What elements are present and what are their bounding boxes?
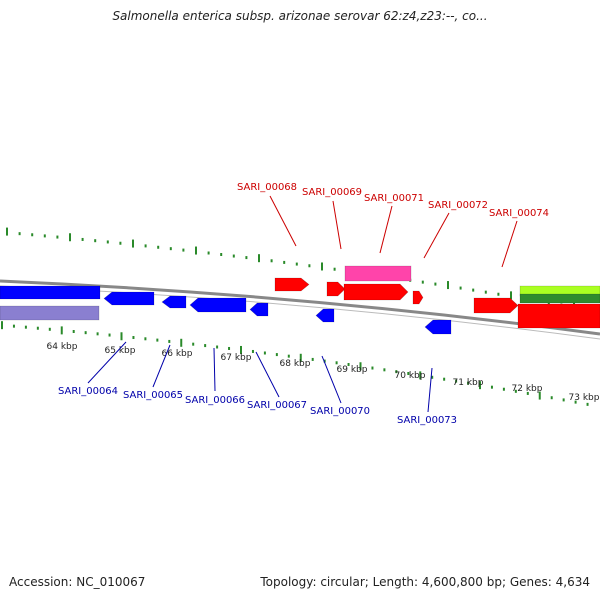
backbone-line [0,279,600,336]
kbp-tick-label: 68 kbp [280,359,311,369]
gene-arrow-reverse [161,295,187,309]
gene-arrow-reverse [249,302,269,317]
gene-arrow-forward [412,290,424,305]
genes-text: Genes: 4,634 [509,575,590,589]
gene-dark-green [519,293,600,304]
gene-leader-line [269,195,297,247]
kbp-tick-label: 66 kbp [162,349,193,359]
gene-arrow-reverse [103,291,155,306]
gene-label-forward: SARI_00072 [428,200,488,211]
kbp-tick-label: 72 kbp [512,384,543,394]
kbp-tick-label: 69 kbp [337,365,368,375]
gene-leader-line [152,344,171,388]
gene-label-forward: SARI_00068 [237,182,297,193]
gene-arrow-reverse [189,297,247,313]
gene-leader-line [501,220,518,268]
gene-label-reverse: SARI_00065 [123,390,183,401]
gene-light-green [519,285,600,297]
genome-summary: Topology: circular; Length: 4,600,800 bp… [260,575,590,589]
gene-label-forward: SARI_00074 [489,208,549,219]
length-text: Length: 4,600,800 bp [372,575,502,589]
kbp-tick-label: 73 kbp [569,393,600,403]
kbp-tick-label: 64 kbp [47,342,78,352]
gene-arrow-forward [517,303,600,329]
gene-leader-line [87,341,127,384]
gene-arrow-forward [343,283,409,301]
gene-label-reverse: SARI_00070 [310,406,370,417]
gene-label-forward: SARI_00069 [302,187,362,198]
gene-label-forward: SARI_00071 [364,193,424,204]
gene-label-reverse: SARI_00066 [185,395,245,406]
gene-leader-line [213,347,216,392]
kbp-tick-label: 71 kbp [453,378,484,388]
kbp-tick-label: 65 kbp [105,346,136,356]
kbp-tick-label: 67 kbp [221,353,252,363]
gene-arrow-reverse [315,308,335,323]
gene-leader-line [332,200,342,250]
gene-leader-line [423,212,450,259]
map-title: Salmonella enterica subsp. arizonae sero… [112,9,488,23]
gene-arrow-reverse [0,285,101,300]
gene-arrow-reverse [424,319,452,335]
kbp-tick-label: 70 kbp [395,371,426,381]
gene-leader-line [255,351,280,398]
gene-label-reverse: SARI_00073 [397,415,457,426]
gene-arrow-forward [326,281,346,297]
gene-arrow-forward [473,297,519,314]
gene-rna-pink [344,265,412,282]
topology-text: Topology: circular [260,575,365,589]
gene-arrow-forward [274,277,310,292]
gene-label-reverse: SARI_00064 [58,386,118,397]
gene-leader-line [321,355,342,404]
gene-label-reverse: SARI_00067 [247,400,307,411]
gene-leader-line [379,205,393,254]
gene-arrow-lavender [0,305,100,321]
accession-text: Accession: NC_010067 [9,575,146,589]
gene-leader-line [427,367,433,413]
